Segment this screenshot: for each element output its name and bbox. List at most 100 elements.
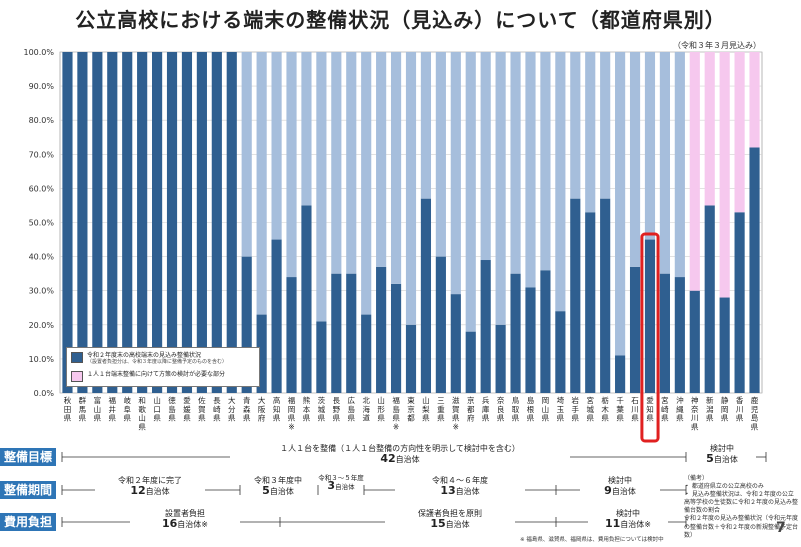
bar-segment-estimated: [137, 52, 148, 393]
bar-segment-estimated: [450, 294, 461, 393]
bar-segment-estimated: [241, 256, 252, 393]
notes-heading: （備考）: [684, 475, 709, 482]
bar-segment-planned: [435, 52, 446, 257]
bar-segment-planned: [570, 52, 581, 199]
bar-segment-estimated: [152, 52, 163, 393]
bar-segment-planned: [361, 52, 372, 315]
bar-segment-estimated: [181, 52, 193, 393]
x-category-label: 愛: [183, 395, 191, 405]
x-category-label: 重: [437, 405, 445, 414]
y-tick-label: 20.0%: [29, 321, 55, 330]
chart-legend: 令和２年度末の高校端末の見込み整備状況 （設置者負担分は、令和３年度以降に整備予…: [66, 347, 260, 387]
bar-segment-estimated: [77, 52, 88, 393]
y-tick-label: 80.0%: [29, 116, 55, 125]
x-category-label: 知: [273, 404, 281, 414]
x-category-label: 川: [691, 414, 699, 423]
cost-guardian-unit: 自治体: [445, 520, 470, 529]
bar-segment-needs-review: [734, 52, 745, 213]
period-segment-r4-6: 令和４～６年度 13自治体: [395, 476, 525, 497]
y-tick-label: 90.0%: [29, 82, 55, 91]
x-category-label: 神: [691, 395, 699, 405]
x-category-label: 長: [333, 396, 341, 405]
x-category-label: 埼: [557, 395, 565, 405]
bar-segment-estimated: [600, 198, 611, 393]
bar-segment-estimated: [196, 52, 207, 393]
x-category-label: 岩: [572, 395, 580, 405]
x-category-label: 千: [616, 395, 624, 405]
x-category-label: 秋: [64, 395, 72, 405]
x-category-label: 歌: [138, 404, 146, 414]
x-category-label: 県: [333, 414, 341, 423]
x-category-label: 山: [422, 395, 430, 405]
x-category-label: 愛: [646, 395, 654, 405]
x-category-label: 玉: [557, 405, 565, 414]
x-category-label: 京: [467, 395, 475, 405]
x-category-label: 静: [721, 395, 729, 405]
x-category-label: 潟: [706, 404, 714, 414]
x-category-label: 児: [751, 405, 759, 414]
x-category-label: 岐: [123, 395, 131, 405]
bar-segment-planned: [495, 52, 506, 325]
bar-segment-estimated: [659, 273, 670, 393]
goal-review-text: 検討中: [710, 444, 734, 453]
bar-segment-planned: [390, 52, 402, 284]
bar-segment-estimated: [510, 273, 521, 393]
period-r4-6-count: 13: [440, 484, 456, 497]
bar-segment-planned: [674, 52, 685, 278]
x-category-label: 県: [661, 414, 669, 423]
row-label-goal: 整備目標: [0, 448, 56, 466]
x-category-label: 奈: [497, 395, 505, 405]
x-category-label: 城: [318, 405, 326, 414]
y-tick-label: 0.0%: [34, 389, 55, 398]
notes-line-2: ・ 見込み整備状況は、令和２年度の公立高等学校の生徒数に令和２年度の見込み整備台…: [684, 491, 799, 515]
x-category-label: 三: [437, 396, 445, 405]
bar-segment-planned: [241, 52, 252, 257]
bar-segment-estimated: [555, 311, 566, 393]
bar-segment-estimated: [376, 266, 387, 393]
x-category-label: 県: [303, 414, 311, 423]
x-category-label: 県: [572, 414, 580, 423]
x-category-label: 知: [646, 404, 654, 414]
period-r3-text: 令和３年度中: [254, 476, 302, 485]
period-r4-6-unit: 自治体: [455, 487, 480, 496]
x-category-label: 形: [377, 405, 385, 414]
bar-segment-estimated: [271, 239, 282, 393]
x-category-label: 都: [467, 405, 475, 414]
period-r3-unit: 自治体: [269, 487, 294, 496]
bar-segment-estimated: [734, 212, 745, 393]
x-category-label: 取: [512, 405, 520, 414]
x-category-label: 県: [691, 422, 699, 431]
y-tick-label: 40.0%: [29, 253, 55, 262]
x-category-label: 崎: [661, 404, 669, 414]
x-category-label: 県: [676, 414, 684, 423]
x-category-label: 県: [586, 414, 594, 423]
bar-segment-estimated: [689, 290, 700, 393]
x-category-label: 府: [467, 413, 475, 423]
x-category-label: 徳: [168, 395, 176, 405]
x-category-label: 県: [94, 414, 102, 423]
x-category-label: 大: [258, 395, 266, 405]
x-category-label: 東: [407, 395, 415, 405]
bar-segment-estimated: [674, 277, 685, 393]
period-r3-5-unit: 自治体: [335, 483, 355, 491]
goal-review-unit: 自治体: [713, 455, 738, 464]
period-segment-r3: 令和３年度中 5自治体: [243, 476, 313, 497]
x-category-label: 山: [153, 395, 161, 405]
bar-segment-planned: [525, 52, 536, 288]
bar-segment-planned: [405, 52, 417, 325]
bar-segment-estimated: [226, 52, 237, 393]
bar-segment-estimated: [525, 287, 536, 393]
x-category-label: 県: [751, 422, 759, 431]
x-category-label: 葉: [616, 404, 624, 414]
y-tick-label: 70.0%: [29, 150, 55, 159]
x-category-label: 県: [422, 414, 430, 423]
x-category-label: 県: [542, 414, 550, 423]
footnote: ※ 福島県、滋賀県、福岡県は、費用負担については検討中: [520, 537, 664, 543]
x-category-label: 山: [94, 404, 102, 414]
x-category-label: 沖: [676, 395, 684, 405]
bar-segment-planned: [301, 52, 312, 206]
x-category-label: 宮: [586, 395, 594, 405]
cost-review-text: 検討中: [616, 509, 640, 518]
x-category-label: 県: [601, 414, 609, 423]
x-category-label: 手: [572, 404, 580, 414]
